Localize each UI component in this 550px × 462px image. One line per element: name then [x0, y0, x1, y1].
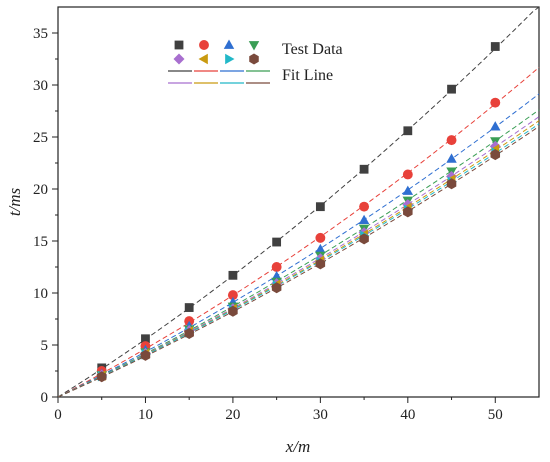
data-point-circle	[490, 97, 501, 108]
data-point-square	[228, 270, 238, 280]
data-point-circle	[271, 262, 282, 272]
x-tick-label: 50	[488, 407, 503, 423]
data-point-triangle-up	[446, 153, 457, 163]
x-tick-label: 0	[54, 407, 62, 423]
data-point-circle	[359, 201, 370, 212]
x-tick-label: 40	[400, 407, 415, 423]
data-point-triangle-up	[402, 185, 414, 195]
legend-marker-triangle-right	[225, 53, 235, 65]
fit-line	[57, 120, 540, 398]
legend-marker-triangle-down	[248, 41, 260, 51]
plot-frame	[57, 6, 540, 398]
fit-line	[57, 116, 540, 398]
data-point-hexagon	[228, 305, 238, 317]
x-tick-label: 20	[225, 407, 240, 423]
legend-marker-square	[174, 40, 184, 50]
y-tick-label: 20	[33, 182, 48, 198]
data-point-triangle-up	[315, 243, 326, 254]
data-point-circle	[402, 169, 413, 180]
data-point-square	[359, 164, 369, 174]
data-point-square	[141, 334, 150, 344]
legend: Test Data Fit Line	[168, 39, 343, 84]
y-tick-label: 10	[33, 286, 48, 302]
legend-marker-diamond	[173, 53, 185, 65]
y-tick-label: 35	[33, 26, 48, 42]
legend-test-data: Test Data	[282, 41, 343, 58]
y-tick-label: 0	[41, 390, 49, 406]
data-point-hexagon	[403, 206, 413, 218]
data-point-hexagon	[271, 282, 282, 294]
fit-line	[57, 125, 540, 398]
data-point-circle	[227, 290, 238, 301]
x-tick-label: 10	[138, 407, 153, 423]
legend-fit-line: Fit Line	[282, 67, 333, 84]
data-point-hexagon	[446, 178, 457, 190]
fit-line	[57, 93, 540, 398]
data-point-circle	[315, 232, 326, 243]
y-tick-label: 15	[33, 234, 48, 250]
fit-lines	[57, 6, 540, 398]
data-points	[96, 42, 501, 383]
data-point-circle	[446, 135, 457, 146]
fit-line	[57, 109, 540, 398]
data-point-square	[403, 126, 413, 136]
legend-marker-triangle-up	[223, 39, 235, 49]
y-tick-label: 5	[41, 338, 49, 354]
data-point-triangle-up	[358, 214, 370, 225]
data-point-square	[272, 237, 282, 247]
x-tick-label: 30	[313, 407, 328, 423]
data-point-hexagon	[96, 371, 107, 383]
data-point-square	[447, 84, 456, 94]
data-point-hexagon	[359, 233, 369, 245]
data-point-square	[184, 303, 194, 312]
fit-line	[57, 123, 540, 398]
legend-marker-triangle-left	[198, 53, 208, 65]
fit-line	[57, 6, 540, 398]
fit-line	[57, 67, 540, 398]
data-point-triangle-up	[490, 121, 501, 131]
y-tick-label: 25	[33, 130, 48, 146]
y-tick-label: 30	[33, 78, 48, 94]
data-point-hexagon	[140, 349, 151, 361]
data-point-square	[315, 202, 325, 212]
data-point-hexagon	[184, 328, 194, 340]
y-axis-title: t/ms	[5, 187, 24, 216]
axis-ticks: 0 10 20 30 40 50 0 5 10 15 20 25 30 35	[33, 26, 503, 423]
legend-marker-circle	[199, 40, 209, 50]
data-point-hexagon	[490, 149, 501, 161]
data-point-hexagon	[315, 258, 326, 270]
legend-marker-hexagon	[249, 53, 259, 65]
x-axis-title: x/m	[285, 437, 311, 456]
data-point-square	[490, 42, 500, 51]
